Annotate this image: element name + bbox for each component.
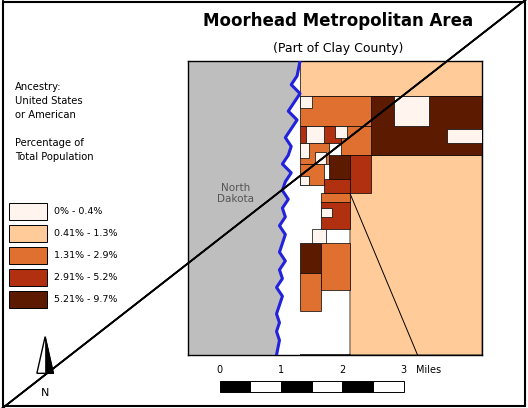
Polygon shape [320,243,350,290]
Polygon shape [335,126,347,137]
Bar [9,203,46,220]
Text: N: N [41,388,49,398]
Polygon shape [306,126,324,144]
Text: 2.91% - 5.2%: 2.91% - 5.2% [54,273,118,282]
Polygon shape [320,208,332,217]
Polygon shape [45,337,53,373]
Polygon shape [300,273,320,311]
Text: 3: 3 [401,365,407,375]
Bar [9,291,46,308]
Polygon shape [320,202,350,228]
Text: 0.41% - 1.3%: 0.41% - 1.3% [54,229,118,238]
Bar [220,381,250,392]
Polygon shape [341,126,371,155]
Polygon shape [188,61,300,355]
Bar [9,269,46,286]
Text: (Part of Clay County): (Part of Clay County) [273,42,403,55]
Polygon shape [324,179,350,193]
Polygon shape [300,96,371,126]
Polygon shape [350,155,371,193]
Polygon shape [300,144,329,164]
Text: 0: 0 [217,365,223,375]
Polygon shape [300,61,482,96]
Polygon shape [315,152,326,164]
Text: North
Dakota: North Dakota [217,183,254,204]
Polygon shape [394,96,429,126]
Polygon shape [329,155,350,179]
Polygon shape [447,129,482,144]
Polygon shape [371,96,482,155]
Polygon shape [37,337,53,373]
Bar [312,381,342,392]
Polygon shape [300,243,320,273]
Text: 1.31% - 2.9%: 1.31% - 2.9% [54,251,118,260]
Bar [9,247,46,264]
Bar [250,381,281,392]
Polygon shape [300,144,309,158]
Polygon shape [312,228,326,243]
Text: Ancestry:
United States
or American

Percentage of
Total Population: Ancestry: United States or American Perc… [15,82,93,162]
Polygon shape [300,155,482,355]
Polygon shape [300,176,309,184]
Bar [342,381,373,392]
Polygon shape [320,193,350,202]
Polygon shape [300,164,324,184]
Text: 2: 2 [339,365,345,375]
Polygon shape [300,126,341,144]
Bar [9,225,46,242]
Bar [281,381,312,392]
Bar [373,381,403,392]
Text: Moorhead Metropolitan Area: Moorhead Metropolitan Area [203,12,473,30]
Text: 0% - 0.4%: 0% - 0.4% [54,207,102,216]
Text: Miles: Miles [416,365,441,375]
Text: 1: 1 [278,365,284,375]
Polygon shape [300,96,312,108]
Text: 5.21% - 9.7%: 5.21% - 9.7% [54,295,118,304]
